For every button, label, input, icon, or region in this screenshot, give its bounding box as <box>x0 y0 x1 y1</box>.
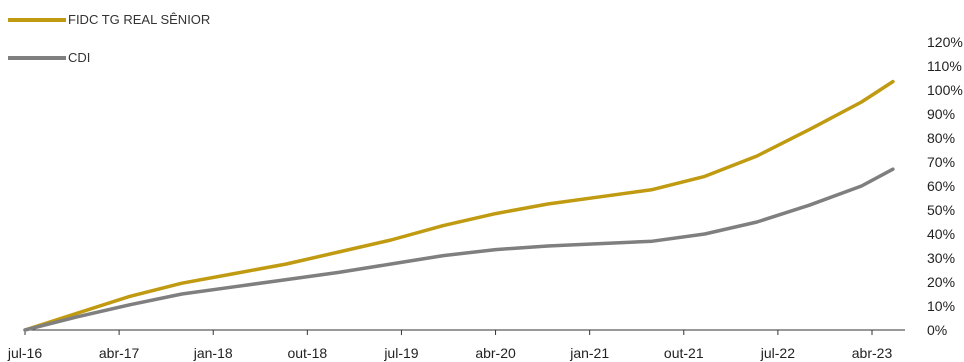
x-tick-label: jul-16 <box>7 345 42 361</box>
y-tick-label: 20% <box>927 274 955 290</box>
x-tick-label: jul-19 <box>383 345 418 361</box>
y-axis-ticks: 0% 10% 20% 30% 40% 50% 60% 70% 80% 90% 100% 110% 120… <box>927 34 963 338</box>
y-tick-label: 30% <box>927 250 955 266</box>
y-tick-label: 0% <box>927 322 947 338</box>
legend-item-fidc: FIDC TG REAL SÊNIOR <box>8 12 210 27</box>
y-tick-label: 90% <box>927 106 955 122</box>
y-tick-label: 80% <box>927 130 955 146</box>
x-tick-label: abr-20 <box>475 345 516 361</box>
x-tick-label: jan-18 <box>193 345 233 361</box>
y-tick-label: 70% <box>927 154 955 170</box>
y-tick-label: 10% <box>927 298 955 314</box>
legend-label-fidc: FIDC TG REAL SÊNIOR <box>68 12 211 27</box>
x-tick-label: abr-17 <box>99 345 140 361</box>
legend-item-cdi: CDI <box>8 50 90 65</box>
y-tick-label: 110% <box>927 58 962 74</box>
chart-legend: FIDC TG REAL SÊNIOR CDI <box>0 0 300 80</box>
y-tick-label: 50% <box>927 202 955 218</box>
series-line-cdi <box>23 167 895 332</box>
y-tick-label: 120% <box>927 34 963 50</box>
y-tick-label: 40% <box>927 226 955 242</box>
y-tick-label: 100% <box>927 82 963 98</box>
legend-swatch-fidc <box>8 17 66 22</box>
x-axis-ticks: jul-16 abr-17 jan-18 out-18 jul-19 abr-20 jan-… <box>7 330 893 361</box>
x-tick-label: jul-22 <box>760 345 795 361</box>
y-tick-label: 60% <box>927 178 955 194</box>
legend-swatch-cdi <box>8 55 66 60</box>
x-tick-label: out-21 <box>664 345 704 361</box>
x-tick-label: jan-21 <box>569 345 609 361</box>
x-tick-label: out-18 <box>287 345 327 361</box>
series-line-fidc <box>23 79 895 332</box>
x-tick-label: abr-23 <box>852 345 893 361</box>
legend-label-cdi: CDI <box>68 50 91 65</box>
